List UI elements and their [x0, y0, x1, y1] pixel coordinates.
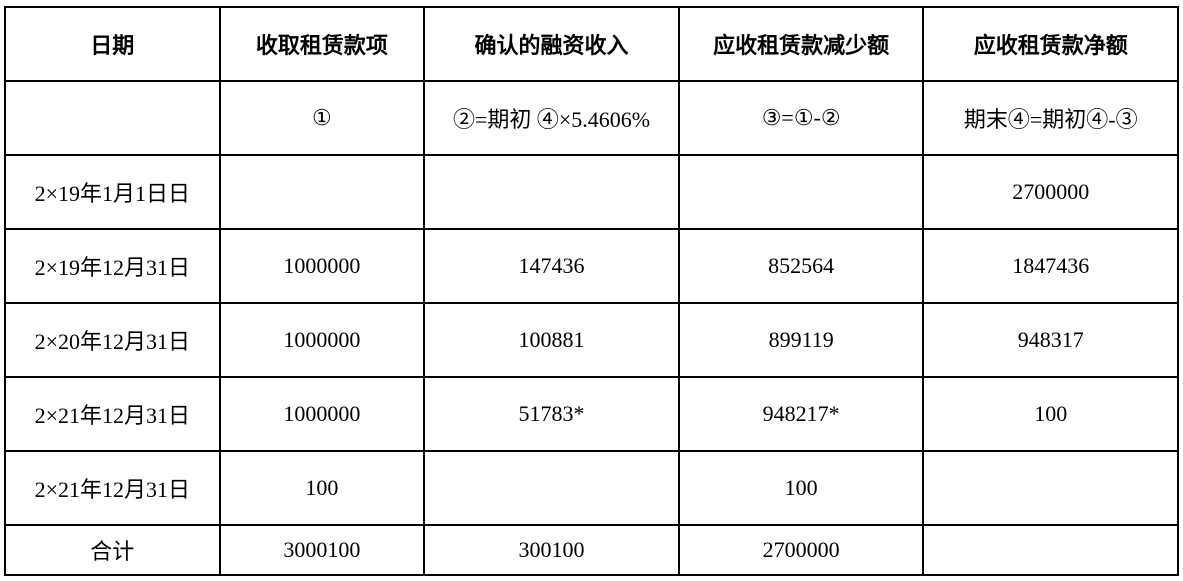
cell-date: 2×21年12月31日 — [5, 451, 220, 525]
total-date: 合计 — [5, 525, 220, 575]
cell-col3 — [679, 155, 924, 229]
header-date: 日期 — [5, 7, 220, 81]
cell-col3: 852564 — [679, 229, 924, 303]
cell-col3: 948217* — [679, 377, 924, 451]
cell-col2 — [424, 155, 679, 229]
cell-col1: 1000000 — [220, 377, 425, 451]
total-col2: 300100 — [424, 525, 679, 575]
cell-col2: 147436 — [424, 229, 679, 303]
cell-col4 — [923, 451, 1178, 525]
cell-col2 — [424, 451, 679, 525]
total-col3: 2700000 — [679, 525, 924, 575]
cell-date: 2×21年12月31日 — [5, 377, 220, 451]
header-row: 日期 收取租赁款项 确认的融资收入 应收租赁款减少额 应收租赁款净额 — [5, 7, 1178, 81]
table-row: 2×20年12月31日 1000000 100881 899119 948317 — [5, 303, 1178, 377]
cell-col4: 100 — [923, 377, 1178, 451]
formula-row: ① ②=期初 ④×5.4606% ③=①-② 期末④=期初④-③ — [5, 81, 1178, 155]
formula-date — [5, 81, 220, 155]
cell-col1: 1000000 — [220, 303, 425, 377]
formula-col3: ③=①-② — [679, 81, 924, 155]
header-col1: 收取租赁款项 — [220, 7, 425, 81]
cell-col1: 1000000 — [220, 229, 425, 303]
cell-col4: 2700000 — [923, 155, 1178, 229]
cell-date: 2×19年1月1日日 — [5, 155, 220, 229]
formula-col2: ②=期初 ④×5.4606% — [424, 81, 679, 155]
table-row: 2×21年12月31日 1000000 51783* 948217* 100 — [5, 377, 1178, 451]
cell-col3: 100 — [679, 451, 924, 525]
cell-col1 — [220, 155, 425, 229]
cell-col2: 51783* — [424, 377, 679, 451]
cell-col4: 948317 — [923, 303, 1178, 377]
header-col3: 应收租赁款减少额 — [679, 7, 924, 81]
cell-col2: 100881 — [424, 303, 679, 377]
lease-schedule-table: 日期 收取租赁款项 确认的融资收入 应收租赁款减少额 应收租赁款净额 ① ②=期… — [4, 6, 1179, 576]
total-col4 — [923, 525, 1178, 575]
cell-col3: 899119 — [679, 303, 924, 377]
cell-date: 2×20年12月31日 — [5, 303, 220, 377]
table-row: 2×19年1月1日日 2700000 — [5, 155, 1178, 229]
cell-col4: 1847436 — [923, 229, 1178, 303]
table-row: 2×19年12月31日 1000000 147436 852564 184743… — [5, 229, 1178, 303]
formula-col4: 期末④=期初④-③ — [923, 81, 1178, 155]
cell-col1: 100 — [220, 451, 425, 525]
table-row: 2×21年12月31日 100 100 — [5, 451, 1178, 525]
header-col2: 确认的融资收入 — [424, 7, 679, 81]
total-row: 合计 3000100 300100 2700000 — [5, 525, 1178, 575]
formula-col1: ① — [220, 81, 425, 155]
header-col4: 应收租赁款净额 — [923, 7, 1178, 81]
total-col1: 3000100 — [220, 525, 425, 575]
cell-date: 2×19年12月31日 — [5, 229, 220, 303]
